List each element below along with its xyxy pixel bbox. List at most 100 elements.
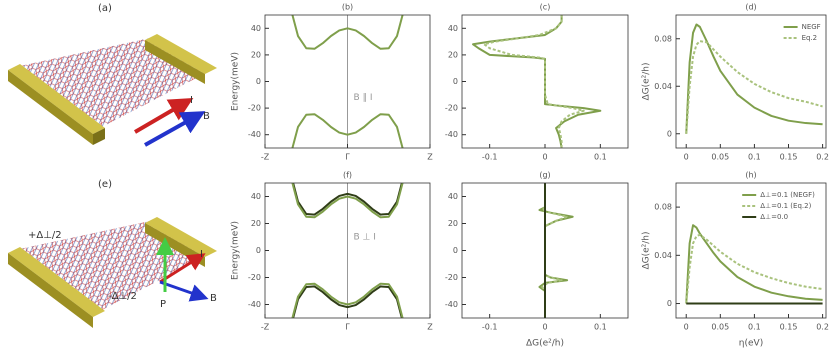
axes-frame [461, 14, 629, 149]
series-line [685, 224, 823, 304]
y-axis-label: Energy(meV) [231, 52, 241, 111]
panel: (g) -40 -20 0 20 40 -0.1 0 0.1 ΔG(e²/h) [445, 171, 629, 349]
x-tick-label: -0.1 [482, 153, 498, 162]
contact [8, 70, 93, 145]
series-line [291, 15, 404, 50]
x-tick-label: 0.05 [711, 153, 729, 162]
legend-label: Δ⊥=0.1 (NEGF) [760, 191, 815, 199]
y-tick-label: 20 [448, 219, 458, 228]
panel-title: (d) [745, 3, 756, 12]
panel-label: (e) [98, 179, 112, 190]
legend-label: NEGF [802, 23, 821, 31]
y-tick-label: 0 [256, 77, 261, 86]
field-label: B [203, 111, 210, 122]
series-line [292, 285, 403, 318]
y-tick-label: 20 [251, 219, 261, 228]
x-tick-label: 0 [542, 323, 547, 332]
x-tick-label: 0 [684, 153, 689, 162]
current-label: I [200, 249, 203, 260]
y-tick-label: 0.08 [654, 34, 672, 43]
y-tick-label: 20 [448, 50, 458, 59]
y-tick-label: 0.04 [654, 251, 672, 260]
contact [8, 247, 105, 317]
axes-frame [675, 14, 827, 149]
y-tick-label: -20 [248, 273, 261, 282]
plot-area [685, 224, 823, 305]
panel-title: (b) [342, 3, 353, 12]
bottom-gate-label: -Δ⊥/2 [108, 291, 137, 302]
series-line [483, 15, 585, 148]
y-tick-label: -40 [445, 300, 458, 309]
x-tick-label: 0.2 [816, 153, 829, 162]
field-arrow [144, 111, 206, 147]
panel: (f) -40 -20 0 20 40 -Z Γ Z Energy(meV) B ⊥ I [231, 171, 434, 332]
axes-frame [461, 182, 629, 319]
x-tick-label: 0.2 [816, 323, 829, 332]
x-tick-label: -0.1 [482, 323, 498, 332]
contact [8, 253, 93, 328]
x-axis-label: ΔG(e²/h) [526, 339, 564, 349]
x-tick-label: -Z [261, 153, 270, 162]
y-tick-label: 40 [251, 24, 261, 33]
contact [145, 217, 217, 257]
x-tick-label: 0.1 [594, 323, 607, 332]
y-axis-label: ΔG(e²/h) [642, 231, 652, 269]
y-tick-label: -40 [248, 130, 261, 139]
y-tick-label: -20 [445, 104, 458, 113]
contact [8, 64, 105, 134]
panel-title: (c) [540, 3, 551, 12]
y-tick-label: 40 [448, 192, 458, 201]
legend-label: Δ⊥=0.1 (Eq.2) [760, 202, 811, 210]
panel: (b) -40 -20 0 20 40 -Z Γ Z Energy(meV) B ∥ I [231, 3, 434, 162]
plot-area [291, 183, 404, 318]
axes-frame [264, 182, 431, 319]
annotation: B ⊥ I [354, 233, 376, 243]
contact [145, 40, 205, 84]
plot-area [685, 23, 823, 134]
x-tick-label: 0 [542, 153, 547, 162]
y-tick-label: 0 [453, 246, 458, 255]
y-tick-label: -20 [445, 273, 458, 282]
y-tick-label: 0.08 [654, 203, 672, 212]
y-tick-label: 0 [667, 129, 672, 138]
panel-title: (h) [745, 171, 756, 180]
y-tick-label: 0 [256, 246, 261, 255]
current-label: I [190, 95, 193, 106]
panel: (h) 0 0.04 0.08 0 0.05 0.1 0.15 0.2 ΔG(e²/h) η(eV)… [642, 171, 829, 349]
panel: (d) 0 0.04 0.08 0 0.05 0.1 0.15 0.2 ΔG(e²/h) NEGF E… [642, 3, 829, 162]
annotation: B ∥ I [354, 93, 373, 103]
panel-title: (f) [343, 171, 352, 180]
legend-label: Eq.2 [802, 34, 818, 42]
y-tick-label: 0 [453, 77, 458, 86]
x-tick-label: Γ [345, 323, 350, 332]
contact [93, 128, 105, 145]
series-line [291, 282, 404, 318]
x-axis-label: η(eV) [739, 339, 763, 349]
graphene-sheet [20, 38, 208, 128]
illustration-e: (e) +Δ⊥/2 -Δ⊥/2 P I B [8, 179, 217, 328]
plot-area [291, 15, 404, 148]
y-axis-label: Energy(meV) [231, 221, 241, 280]
axes-frame [264, 14, 431, 149]
x-tick-label: 0.1 [748, 153, 761, 162]
x-tick-label: 0.1 [594, 153, 607, 162]
x-tick-label: -Z [261, 323, 270, 332]
plot-area [472, 15, 602, 148]
series-line [685, 23, 823, 134]
x-tick-label: Z [427, 323, 433, 332]
y-tick-label: 20 [251, 50, 261, 59]
y-tick-label: 0.04 [654, 82, 672, 91]
illustration-a: (a) I B [8, 3, 217, 147]
x-tick-label: 0.1 [748, 323, 761, 332]
current-arrow [133, 97, 194, 134]
plot-area [538, 183, 574, 318]
x-tick-label: Z [427, 153, 433, 162]
axes-frame [675, 182, 827, 319]
x-tick-label: 0.05 [711, 323, 729, 332]
x-tick-label: 0.15 [780, 323, 798, 332]
series-line [685, 233, 823, 304]
legend-label: Δ⊥=0.0 [760, 213, 788, 221]
contact [145, 34, 217, 74]
